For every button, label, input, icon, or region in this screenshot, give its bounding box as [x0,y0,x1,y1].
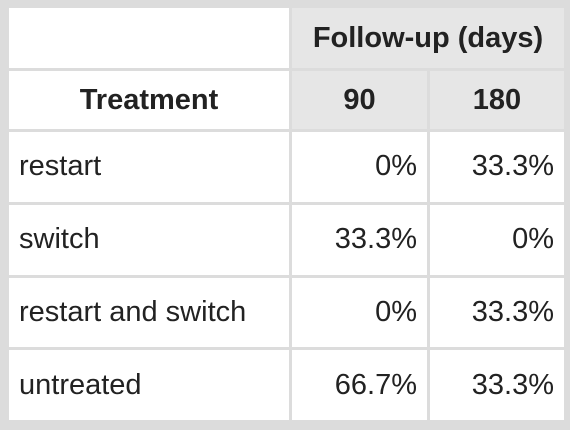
column-header-row: Treatment 90 180 [9,71,564,129]
cell-restart-90: 0% [292,132,427,202]
cell-switch-180: 0% [430,204,564,275]
table-row: restart 0% 33.3% [9,132,564,202]
row-label-restart-and-switch: restart and switch [9,277,289,348]
column-header-90: 90 [292,71,427,129]
cell-untreated-90: 66.7% [292,350,427,420]
row-label-untreated: untreated [9,350,289,420]
row-label-restart: restart [9,132,289,202]
row-label-switch: switch [9,204,289,275]
table-row: untreated 66.7% 33.3% [9,350,564,420]
cell-untreated-180: 33.3% [430,350,564,420]
treatment-column-header: Treatment [9,71,289,129]
spanner-header: Follow-up (days) [292,8,564,68]
cell-restart-and-switch-90: 0% [292,277,427,348]
cell-restart-180: 33.3% [430,132,564,202]
table-row: switch 33.3% 0% [9,204,564,275]
data-table: Follow-up (days) Treatment 90 180 restar… [6,5,567,423]
table-row: restart and switch 0% 33.3% [9,277,564,348]
cell-switch-90: 33.3% [292,204,427,275]
corner-cell [9,8,289,68]
spanner-row: Follow-up (days) [9,8,564,68]
table-header: Follow-up (days) Treatment 90 180 [9,8,564,129]
table-body: restart 0% 33.3% switch 33.3% 0% restart… [9,132,564,420]
cell-restart-and-switch-180: 33.3% [430,277,564,348]
column-header-180: 180 [430,71,564,129]
